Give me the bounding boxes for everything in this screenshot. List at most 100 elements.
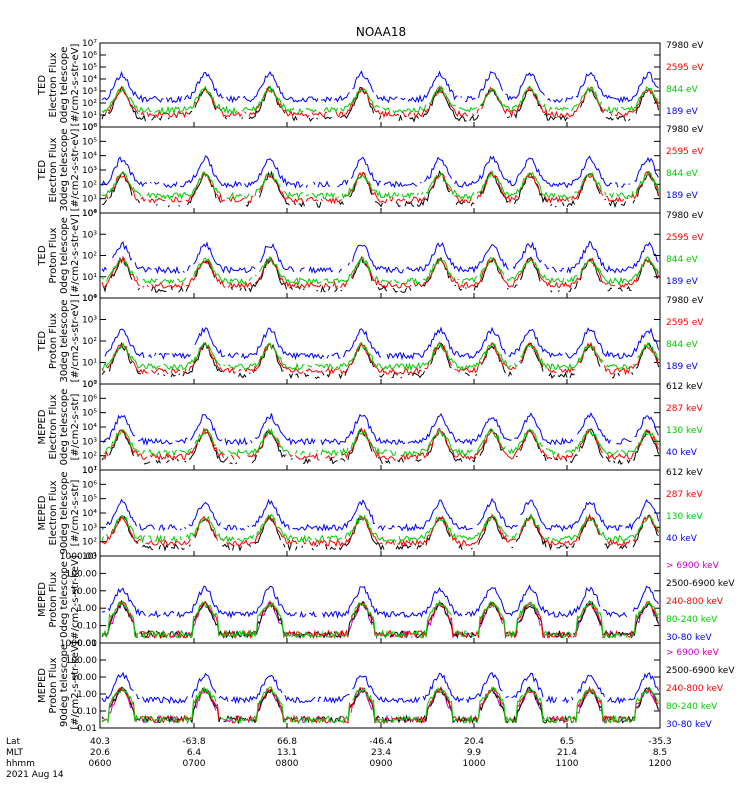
y-tick-label: 10³ (82, 523, 97, 533)
y-axis-label-line: 90deg telescope (59, 644, 70, 727)
y-tick-label: 10² (82, 538, 97, 548)
legend-entry: 189 eV (666, 107, 699, 117)
y-tick-label: 10⁶ (82, 480, 97, 490)
y-tick-label: 10⁶ (82, 394, 97, 404)
y-tick-label: 10⁶ (82, 51, 97, 61)
series-line (101, 513, 659, 548)
panel-8: 0.010.101.0010.00100.001000.00MEPEDProto… (37, 639, 735, 734)
y-tick-label: 10¹ (82, 466, 97, 476)
series-line (104, 84, 659, 119)
legend-entry: 7980 eV (666, 125, 704, 135)
panel-frame (99, 642, 661, 729)
y-axis-label-line: [#/cm2-s-str-eV] (70, 129, 81, 212)
legend-entry: 612 keV (666, 468, 703, 478)
series-line (112, 513, 659, 552)
y-tick-label: 10³ (82, 316, 97, 326)
x-tick-label-mlt: 13.1 (277, 748, 297, 758)
legend-entry: 287 keV (666, 490, 703, 500)
y-axis-label: MEPEDProton Flux0deg telescope[#/cm2-s-s… (37, 555, 81, 643)
y-tick-label: 0.10 (77, 707, 97, 717)
y-tick-label: 10⁴ (82, 509, 97, 519)
x-tick-label-lat: 20.4 (464, 737, 484, 747)
y-tick-label: 10⁴ (82, 423, 97, 433)
x-tick-label-hhmm: 1100 (556, 759, 579, 769)
y-tick-label: 100.00 (66, 656, 98, 666)
legend-entry: 844 eV (666, 340, 699, 350)
panel-7: 0.010.101.0010.00100.001000.00MEPEDProto… (37, 552, 735, 649)
y-axis-label-line: MEPED (37, 582, 48, 617)
series-line (101, 671, 659, 705)
y-axis-label-line: [#/cm2-s-str] (70, 393, 81, 460)
x-tick-label-mlt: 6.4 (187, 748, 202, 758)
x-tick-label-hhmm: 0900 (370, 759, 393, 769)
y-axis-label-line: 90deg telescope (59, 471, 70, 554)
legend-entry: 80-240 keV (666, 702, 718, 712)
legend-entry: 2500-6900 keV (666, 666, 735, 676)
legend-entry: 30-80 keV (666, 633, 712, 643)
y-axis-label-line: 30deg telescope (59, 299, 70, 382)
series-line (101, 497, 659, 532)
y-axis-label: MEPEDElectron Flux90deg telescope[#/cm2-… (37, 471, 81, 554)
series-line (101, 341, 659, 376)
panel-frame (99, 297, 661, 385)
x-tick-label-lat: 6.5 (560, 737, 574, 747)
x-tick-label-lat: -63.8 (182, 737, 206, 747)
y-axis-label-line: TED (37, 245, 48, 266)
series-line (101, 599, 659, 640)
y-axis-label: MEPEDElectron Flux0deg telescope[#/cm2-s… (37, 389, 81, 466)
y-axis-label-line: TED (37, 160, 48, 181)
legend-entry: 240-800 keV (666, 597, 724, 607)
legend-entry: 130 keV (666, 426, 703, 436)
x-tick-label-mlt: 9.9 (467, 748, 482, 758)
x-tick-label-mlt: 8.5 (653, 748, 667, 758)
x-tick-label-lat: -35.3 (648, 737, 671, 747)
y-tick-label: 10⁷ (82, 39, 97, 49)
y-tick-label: 1.00 (77, 604, 97, 614)
y-tick-label: 10¹ (82, 552, 97, 562)
y-axis-label-line: Electron Flux (48, 394, 59, 459)
y-tick-label: 10² (82, 99, 97, 109)
y-tick-label: 1.00 (77, 690, 97, 700)
y-tick-label: 10⁷ (82, 466, 97, 476)
legend-entry: 240-800 keV (666, 684, 724, 694)
x-tick-label-hhmm: 1000 (463, 759, 486, 769)
series-line (101, 85, 659, 115)
series-line (101, 341, 659, 372)
y-tick-label: 10² (82, 180, 97, 190)
legend-entry: 2595 eV (666, 63, 704, 73)
legend-entry: 2595 eV (666, 147, 704, 157)
y-axis-label-line: MEPED (37, 409, 48, 444)
y-axis-label-line: [#/cm2-s-str-keV] (70, 641, 81, 729)
y-axis-label-line: [#/cm2-s-str-keV] (70, 555, 81, 643)
legend-entry: 189 eV (666, 191, 699, 201)
y-tick-label: 10⁴ (82, 294, 97, 304)
series-line (101, 584, 659, 619)
y-tick-label: 10² (82, 452, 97, 462)
legend-entry: 7980 eV (666, 296, 704, 306)
y-axis-label-line: 0deg telescope (59, 217, 70, 294)
series-line (101, 155, 659, 189)
y-tick-label: 10⁴ (82, 152, 97, 162)
legend-entry: 844 eV (666, 169, 699, 179)
legend-entry: 30-80 keV (666, 720, 712, 730)
series-line (104, 326, 659, 361)
y-tick-label: 10⁴ (82, 75, 97, 85)
series-line (103, 428, 659, 458)
y-tick-label: 0.10 (77, 622, 97, 632)
series-line (101, 70, 659, 104)
y-tick-label: 10⁰ (82, 123, 97, 133)
x-tick-label-lat: -46.4 (369, 737, 393, 747)
y-tick-label: 100.00 (66, 569, 98, 579)
legend-entry: 189 eV (666, 362, 699, 372)
y-axis-label: TEDProton Flux0deg telescope[#/cm2-s-str… (37, 214, 81, 297)
y-tick-label: 10³ (82, 230, 97, 240)
legend-entry: 844 eV (666, 85, 699, 95)
y-tick-label: 10¹ (82, 111, 97, 121)
y-axis-label-line: 0deg telescope (59, 47, 70, 124)
